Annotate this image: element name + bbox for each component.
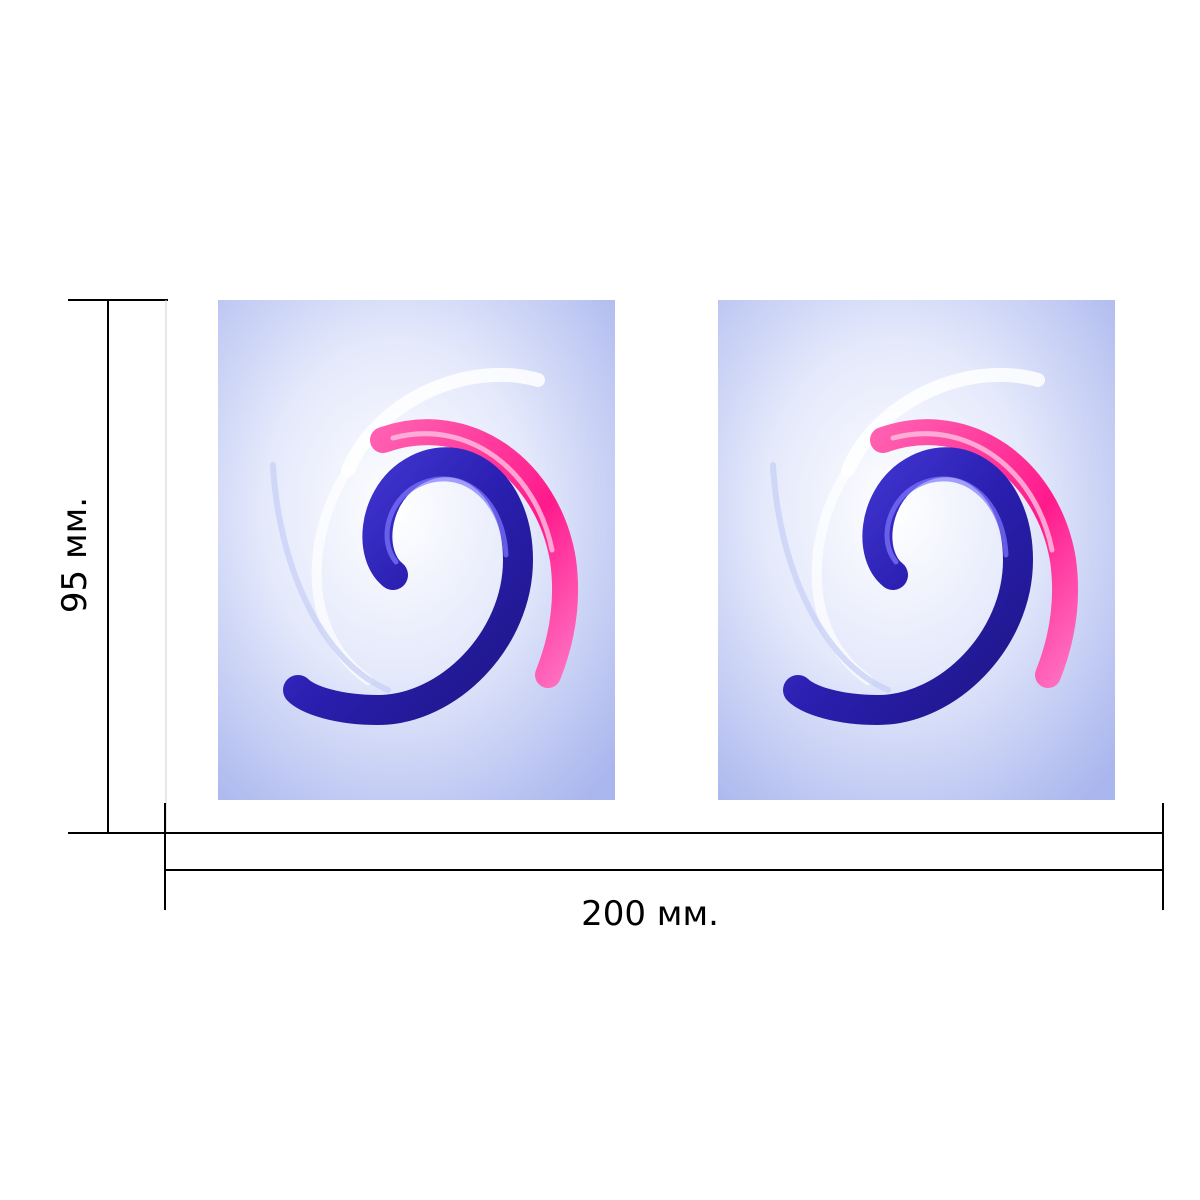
height-label: 95 мм. [55, 497, 95, 613]
width-label: 200 мм. [581, 894, 719, 934]
swirl-print-right [718, 300, 1115, 800]
swirl-icon [218, 300, 615, 800]
swirl-icon [718, 300, 1115, 800]
swirl-print-left [218, 300, 615, 800]
